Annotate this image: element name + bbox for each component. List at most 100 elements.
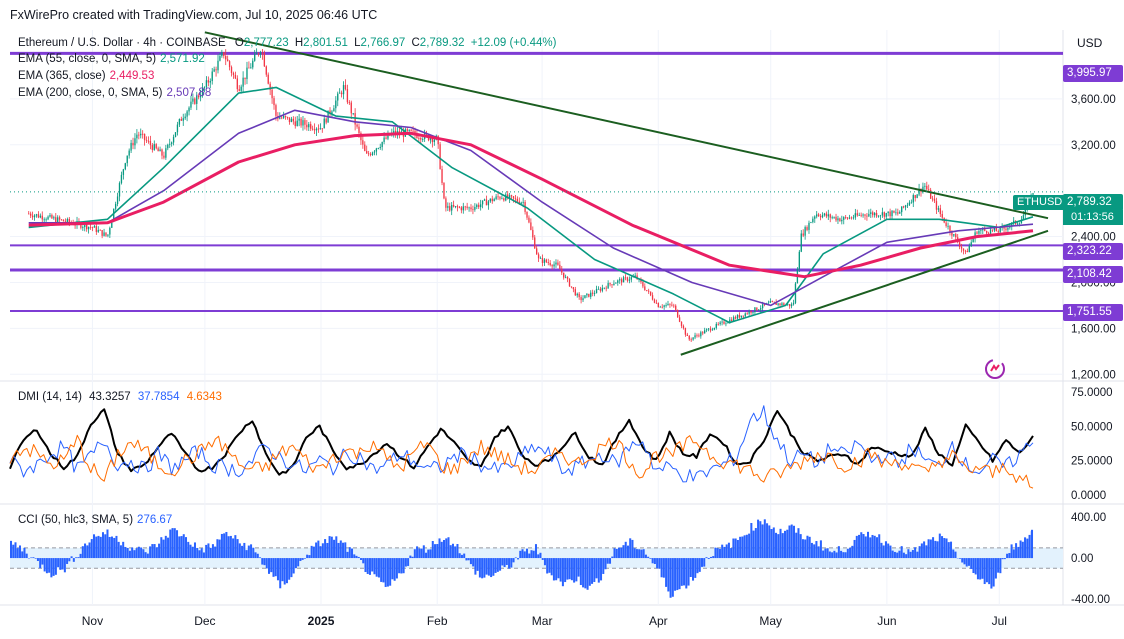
candle-body (835, 216, 837, 221)
ohlc-high-key: H (294, 37, 304, 49)
last-price-badge: 2,789.32 (1063, 194, 1123, 211)
cci-bar (454, 546, 457, 559)
cci-bar (754, 528, 757, 559)
cci-bar (963, 558, 966, 565)
legend-ema365[interactable]: EMA (365, close) 2,449.53 (18, 69, 154, 83)
legend-symbol: Ethereum / U.S. Dollar · 4h · COINBASE (18, 37, 226, 49)
cci-bar (30, 557, 33, 559)
candle-body (31, 215, 34, 218)
candle-body (53, 217, 55, 219)
cci-bar (983, 558, 986, 585)
cci-bar (790, 524, 793, 559)
cci-bar (810, 542, 813, 559)
cci-bar (232, 538, 235, 559)
candle-body (408, 129, 410, 131)
candle-body (64, 221, 67, 223)
cci-bar (386, 558, 389, 587)
candle-body (877, 215, 880, 217)
candle-body (180, 119, 182, 121)
cci-bar (404, 558, 407, 567)
dmi-panel[interactable] (9, 405, 1034, 489)
candle-body (879, 215, 882, 217)
candle-body (678, 317, 681, 322)
candle-body (984, 229, 986, 231)
candle-body (1022, 215, 1025, 221)
candle-body (1007, 227, 1009, 230)
legend-ema55[interactable]: EMA (55, close, 0, SMA, 5) 2,571.92 (18, 52, 205, 66)
descending-trendline[interactable] (204, 31, 1049, 220)
candle-body (987, 233, 990, 235)
cci-bar (95, 536, 98, 559)
candle-body (709, 328, 712, 331)
x-tick-label: Apr (649, 614, 668, 628)
cci-bar (1010, 544, 1013, 559)
cci-bar (1006, 553, 1009, 559)
candle-body (609, 283, 611, 285)
candle-body (1024, 207, 1026, 216)
cci-bar (476, 558, 479, 571)
cci-bar (934, 540, 937, 559)
legend-ema200[interactable]: EMA (200, close, 0, SMA, 5) 2,507.88 (18, 86, 211, 100)
legend-dmi[interactable]: DMI (14, 14) 43.3257 37.7854 4.6343 (18, 390, 222, 404)
cci-bar (941, 536, 944, 559)
candle-body (885, 213, 887, 217)
cci-bar (633, 548, 636, 559)
ema365-line[interactable] (28, 131, 1034, 279)
cci-bar (745, 534, 748, 559)
price-panel[interactable] (10, 31, 1063, 356)
candle-body (827, 214, 829, 217)
candle-body (615, 282, 617, 284)
cci-bar (508, 558, 511, 569)
candle-body (964, 250, 967, 252)
dmi-minus-line[interactable] (9, 434, 1034, 489)
dmi-adx-line[interactable] (9, 408, 1034, 476)
candle-body (215, 69, 217, 71)
legend-cci[interactable]: CCI (50, hlc3, SMA, 5) 276.67 (18, 513, 172, 527)
x-tick-label: Jul (992, 614, 1007, 628)
cci-bar (245, 550, 248, 559)
candle-body (155, 144, 157, 149)
cci-bar (864, 536, 867, 559)
candle-body (142, 133, 144, 135)
ascending-trendline[interactable] (680, 229, 1049, 356)
candle-body (966, 251, 969, 253)
cci-bar (261, 558, 264, 565)
tradingview-credit: FxWirePro created with TradingView.com, … (10, 8, 378, 22)
cci-bar (1012, 549, 1015, 559)
cci-bar (869, 537, 872, 559)
candle-body (481, 200, 484, 205)
cci-bar (813, 544, 816, 559)
ohlc-high: 2,801.51 (303, 37, 348, 49)
cci-bar (252, 547, 255, 559)
candle-body (223, 52, 225, 56)
dmi-plus-value: 37.7854 (137, 391, 180, 403)
candle-body (707, 328, 710, 330)
cci-panel[interactable] (10, 519, 1063, 598)
currency-label[interactable]: USD (1077, 36, 1103, 50)
ema55-line[interactable] (28, 86, 1034, 324)
cci-bar (115, 535, 118, 559)
candle-body (854, 213, 857, 218)
ema200-line[interactable] (28, 109, 1034, 307)
candle-body (802, 233, 804, 236)
cci-bar (225, 531, 228, 559)
candle-body (978, 230, 980, 234)
candle-body (242, 77, 244, 87)
cci-bar (561, 558, 564, 587)
tradingview-logo-icon[interactable] (983, 357, 1007, 381)
candle-body (721, 321, 723, 323)
cci-bar (909, 551, 912, 559)
dmi-plus-line[interactable] (9, 405, 1034, 483)
candle-body (833, 216, 835, 218)
cci-bar (283, 558, 286, 585)
candle-body (989, 229, 992, 234)
candle-body (843, 217, 845, 220)
candle-body (186, 111, 188, 117)
cci-bar (41, 558, 44, 565)
cci-bar (604, 558, 607, 570)
cci-bar (602, 558, 605, 574)
candle-body (908, 202, 911, 205)
cci-bar (391, 558, 394, 580)
candle-body (819, 216, 822, 218)
candle-body (161, 149, 163, 156)
